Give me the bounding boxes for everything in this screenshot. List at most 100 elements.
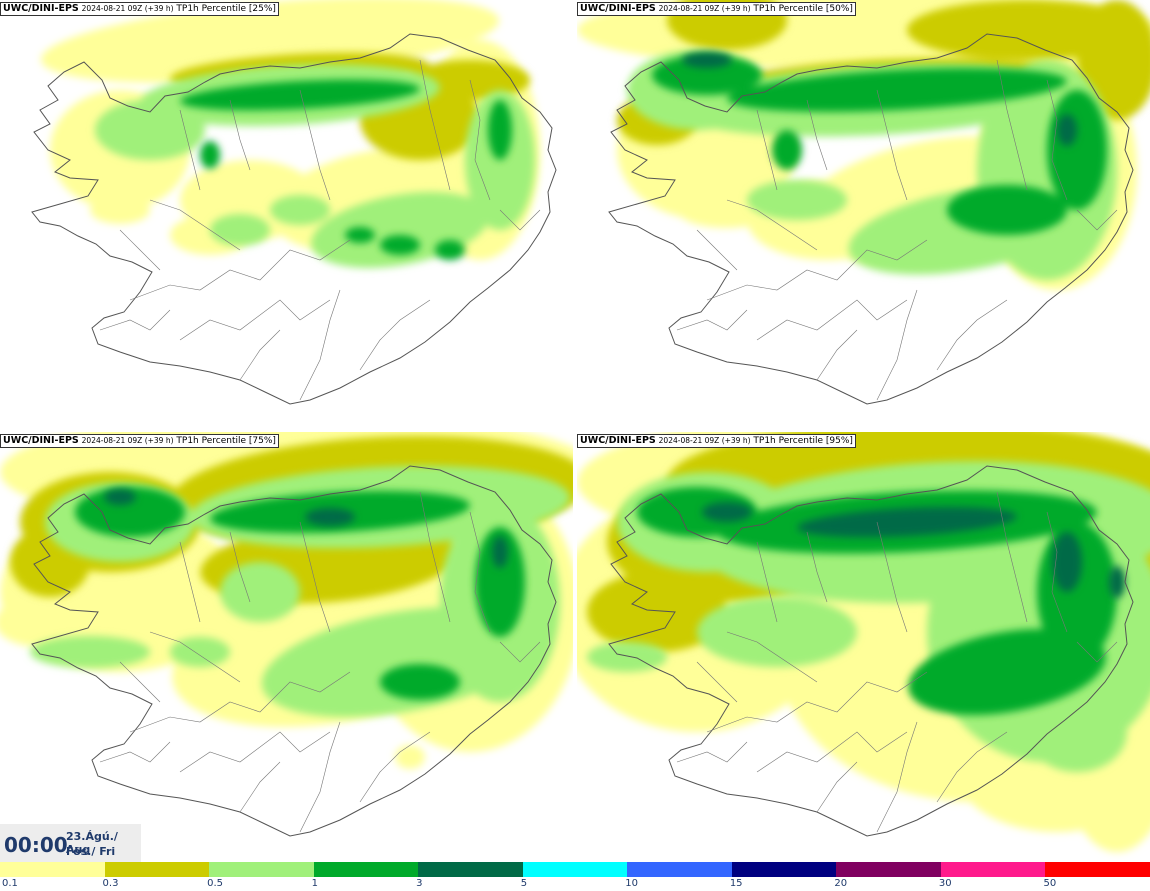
precip-area <box>1027 692 1127 772</box>
road-line <box>299 721 341 833</box>
precip-area <box>345 227 375 243</box>
valid-time: 00:00 <box>4 833 68 857</box>
colorbar-label: 3 <box>416 878 423 889</box>
colorbar-swatch <box>522 862 629 877</box>
run-time: 2024-08-21 09Z (+39 h) <box>658 436 751 445</box>
panel-percentile-95: UWC/DINI-EPS 2024-08-21 09Z (+39 h) TP1h… <box>577 432 1150 862</box>
precipitation-map <box>31 0 557 405</box>
road-line <box>469 79 491 201</box>
precip-area <box>652 55 762 95</box>
road-line <box>696 229 738 271</box>
precip-area <box>1052 532 1082 592</box>
panel-percentile-25: UWC/DINI-EPS 2024-08-21 09Z (+39 h) TP1h… <box>0 0 573 430</box>
precip-area <box>772 130 802 170</box>
panel-title: UWC/DINI-EPS 2024-08-21 09Z (+39 h) TP1h… <box>0 2 279 16</box>
precip-area <box>261 607 539 717</box>
valid-weekday: Fös./ Fri <box>66 845 116 858</box>
model-name: UWC/DINI-EPS <box>580 435 656 446</box>
road-line <box>359 731 431 803</box>
iceland-coastline <box>608 33 1134 405</box>
precip-area <box>1057 114 1077 146</box>
road-line <box>936 299 1008 371</box>
run-time: 2024-08-21 09Z (+39 h) <box>658 4 751 13</box>
colorbar-swatch <box>418 862 524 877</box>
road-line <box>706 239 928 301</box>
road-line <box>299 289 341 401</box>
colorbar-swatch <box>627 862 733 877</box>
colorbar-label: 0.1 <box>2 878 18 889</box>
precip-area <box>682 52 732 68</box>
precip-area <box>104 489 136 505</box>
precip-contour-level-4 <box>702 502 1125 598</box>
precip-area <box>947 185 1067 235</box>
precip-area <box>170 637 230 667</box>
road-line <box>756 731 908 773</box>
road-line <box>119 661 161 703</box>
model-name: UWC/DINI-EPS <box>3 3 79 14</box>
precip-area <box>492 536 508 568</box>
road-line <box>419 59 451 191</box>
precip-area <box>435 240 465 260</box>
road-line <box>149 631 241 683</box>
precip-area <box>380 235 420 255</box>
panel-divider-horizontal <box>0 430 1150 432</box>
precip-area <box>200 141 220 169</box>
road-line <box>756 541 778 623</box>
road-line <box>1046 511 1068 633</box>
precip-area <box>270 195 330 225</box>
road-line <box>419 491 451 623</box>
precip-contour-level-3 <box>180 79 512 260</box>
road-line <box>696 661 738 703</box>
colorbar-label: 0.3 <box>102 878 119 889</box>
precip-area <box>587 572 727 652</box>
road-line <box>469 511 491 633</box>
precip-area <box>180 79 420 111</box>
road-line <box>816 761 858 813</box>
road-line <box>996 491 1028 623</box>
iceland-coastline <box>608 465 1134 837</box>
road-line <box>239 761 281 813</box>
model-name: UWC/DINI-EPS <box>580 3 656 14</box>
road-line <box>756 109 778 191</box>
precip-area <box>475 527 525 637</box>
road-line <box>499 641 541 663</box>
precip-area <box>488 100 512 160</box>
precip-area <box>210 214 270 246</box>
road-line <box>239 329 281 381</box>
precip-contour-level-4 <box>682 52 1077 146</box>
precip-area <box>95 100 205 160</box>
panel-title: UWC/DINI-EPS 2024-08-21 09Z (+39 h) TP1h… <box>577 2 856 16</box>
road-line <box>299 89 331 201</box>
road-line <box>726 631 818 683</box>
precip-contour-level-4 <box>104 489 508 568</box>
panel-percentile-75: UWC/DINI-EPS 2024-08-21 09Z (+39 h) TP1h… <box>0 432 573 862</box>
road-line <box>1076 641 1118 663</box>
road-line <box>876 89 908 201</box>
road-line <box>1046 79 1068 201</box>
road-line <box>179 299 331 341</box>
precip-area <box>747 180 847 220</box>
colorbar-swatch <box>1045 862 1150 877</box>
colorbar-swatch <box>836 862 942 877</box>
precip-area <box>305 508 355 526</box>
road-line <box>179 731 331 773</box>
precip-area <box>908 628 1106 716</box>
colorbar-swatch <box>104 862 211 877</box>
iceland-coastline <box>31 33 557 405</box>
road-line <box>229 99 251 171</box>
iceland-coastline <box>31 465 557 837</box>
colorbar-label: 5 <box>520 878 528 889</box>
road-line <box>119 229 161 271</box>
field-name: TP1h Percentile [75%] <box>176 436 276 446</box>
road-line <box>756 299 908 341</box>
precip-area <box>395 745 425 769</box>
road-line <box>876 521 908 633</box>
road-line <box>936 731 1008 803</box>
colorbar-label: 1 <box>311 878 318 889</box>
valid-date: 23.Ágú./ Aug <box>66 830 118 856</box>
colorbar-swatch <box>209 862 315 877</box>
valid-time-box: 00:00 23.Ágú./ Aug Fös./ Fri <box>0 824 141 862</box>
road-line <box>676 309 748 331</box>
precip-area <box>727 68 1067 112</box>
model-name: UWC/DINI-EPS <box>3 435 79 446</box>
